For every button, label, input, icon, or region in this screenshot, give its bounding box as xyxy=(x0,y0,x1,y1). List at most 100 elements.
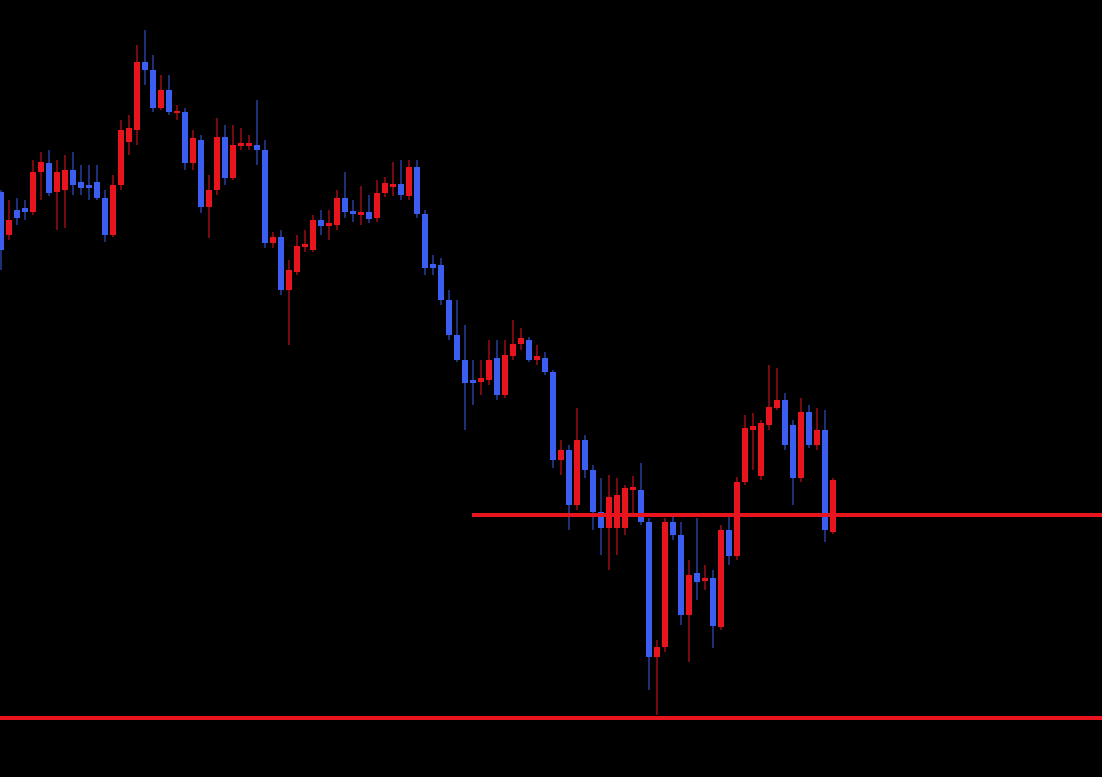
candle-body xyxy=(230,145,236,178)
candle-body xyxy=(166,90,172,112)
candle-body xyxy=(766,407,772,425)
candle-body xyxy=(158,90,164,108)
candle-body xyxy=(670,522,676,535)
candle-body xyxy=(38,162,44,172)
candle-body xyxy=(174,111,180,113)
candle-body xyxy=(398,184,404,195)
candle-body xyxy=(30,172,36,212)
candle-body xyxy=(318,220,324,226)
candle-body xyxy=(54,172,60,192)
candle-body xyxy=(62,170,68,190)
candle-body xyxy=(358,212,364,215)
candle-body xyxy=(582,440,588,470)
candle-body xyxy=(294,246,300,272)
candle-body xyxy=(190,138,196,163)
candle-body xyxy=(238,143,244,146)
candle-body xyxy=(422,214,428,268)
candle-body xyxy=(14,210,20,218)
candle-body xyxy=(438,265,444,300)
candle-body xyxy=(326,223,332,226)
candle-body xyxy=(614,495,620,528)
candle-body xyxy=(590,470,596,512)
candle-body xyxy=(446,300,452,335)
candle-body xyxy=(78,182,84,188)
candle-body xyxy=(430,264,436,268)
candle-body xyxy=(598,512,604,528)
candle-body xyxy=(702,578,708,581)
candle-body xyxy=(350,211,356,214)
candle-body xyxy=(494,358,500,395)
candle-body xyxy=(182,112,188,163)
candle-body xyxy=(782,400,788,445)
candle-body xyxy=(686,575,692,615)
candle-body xyxy=(270,237,276,243)
candle-body xyxy=(790,425,796,478)
candle-body xyxy=(126,128,132,142)
candle-body xyxy=(414,167,420,214)
candle-body xyxy=(374,193,380,218)
candle-body xyxy=(118,130,124,185)
candle-body xyxy=(518,338,524,344)
candle-body xyxy=(310,220,316,250)
candle-body xyxy=(382,183,388,193)
candle-body xyxy=(574,440,580,505)
candle-body xyxy=(510,344,516,356)
candle-body xyxy=(222,137,228,178)
candle-body xyxy=(262,150,268,243)
candle-body xyxy=(22,208,28,212)
candle-body xyxy=(550,372,556,460)
candle-body xyxy=(406,167,412,196)
candle-body xyxy=(470,380,476,383)
candle-body xyxy=(814,430,820,445)
candle-body xyxy=(198,140,204,207)
candle-body xyxy=(534,356,540,360)
candle-body xyxy=(718,530,724,627)
candle-body xyxy=(774,400,780,408)
candle-body xyxy=(542,358,548,372)
candle-body xyxy=(486,360,492,380)
candle-body xyxy=(606,497,612,528)
candle-body xyxy=(654,647,660,657)
candle-body xyxy=(462,360,468,383)
candle-body xyxy=(478,378,484,382)
candle-body xyxy=(102,198,108,235)
candle-body xyxy=(806,412,812,445)
candle-body xyxy=(70,170,76,185)
candle-body xyxy=(142,62,148,70)
candle-body xyxy=(526,340,532,360)
candle-body xyxy=(694,573,700,582)
candle-body xyxy=(150,70,156,108)
candle-body xyxy=(646,522,652,657)
candle-body xyxy=(0,192,4,250)
candle-body xyxy=(302,244,308,247)
candle-body xyxy=(342,198,348,212)
candle-body xyxy=(366,212,372,219)
candle-body xyxy=(6,220,12,235)
candle-body xyxy=(662,522,668,647)
candle-body xyxy=(94,182,100,198)
candle-body xyxy=(46,163,52,193)
candle-body xyxy=(750,426,756,430)
candle-body xyxy=(390,184,396,187)
candle-body xyxy=(214,137,220,190)
candle-body xyxy=(734,482,740,556)
candle-body xyxy=(206,190,212,207)
candle-body xyxy=(278,237,284,290)
candle-body xyxy=(630,487,636,490)
candle-body xyxy=(822,430,828,530)
candle-body xyxy=(286,270,292,290)
candle-body xyxy=(254,145,260,150)
candle-body xyxy=(246,143,252,146)
candle-body xyxy=(726,530,732,556)
candle-body xyxy=(710,578,716,626)
candle-body xyxy=(334,198,340,225)
candle-body xyxy=(454,335,460,360)
candle-body xyxy=(110,185,116,235)
candle-body xyxy=(134,62,140,130)
candle-body xyxy=(758,423,764,476)
candle-body xyxy=(622,488,628,528)
candle-body xyxy=(558,450,564,460)
candle-body xyxy=(798,412,804,478)
